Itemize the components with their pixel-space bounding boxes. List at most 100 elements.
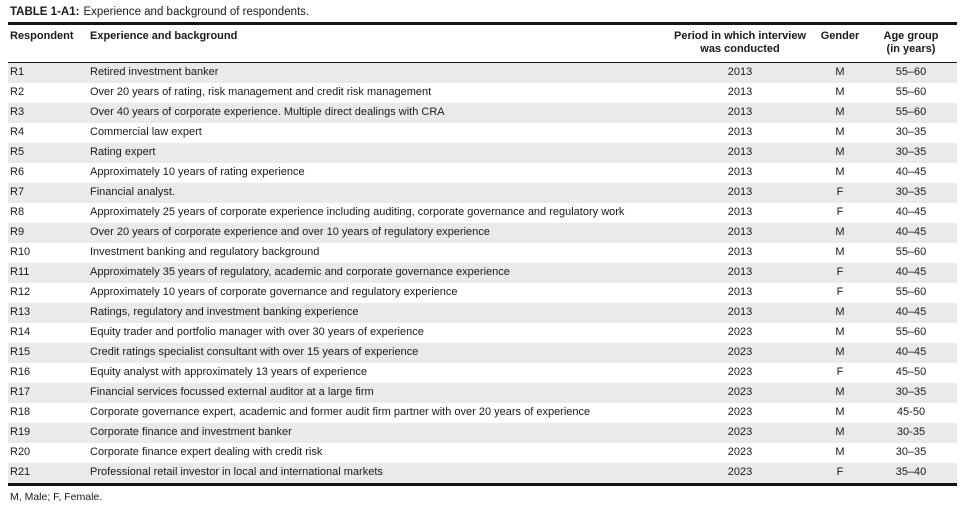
table-row: R10 Investment banking and regulatory bac… [8, 243, 957, 263]
table-row: R13 Ratings, regulatory and investment ba… [8, 303, 957, 323]
cell-age: 40–45 [895, 266, 927, 278]
table-row: R7 Financial analyst. 2013 F 30–35 [8, 183, 957, 203]
cell-experience: Financial services focussed external aud… [90, 386, 374, 398]
cell-experience: Over 40 years of corporate experience. M… [90, 106, 445, 118]
cell-gender: M [835, 306, 845, 318]
cell-respondent: R4 [10, 126, 25, 138]
cell-experience: Equity trader and portfolio manager with… [90, 326, 424, 338]
cell-experience: Corporate finance and investment banker [90, 426, 292, 438]
column-header-gender: Gender [815, 25, 865, 63]
cell-respondent: R15 [10, 346, 31, 358]
table-row: R3 Over 40 years of corporate experience.… [8, 103, 957, 123]
cell-age: 45–50 [895, 366, 927, 378]
table-row: R11 Approximately 35 years of regulatory,… [8, 263, 957, 283]
cell-gender: M [835, 126, 845, 138]
cell-period: 2013 [727, 206, 753, 218]
cell-period: 2013 [727, 286, 753, 298]
column-header-line: Age group [883, 30, 939, 42]
cell-period: 2013 [727, 306, 753, 318]
cell-respondent: R11 [10, 266, 30, 278]
cell-experience: Credit ratings specialist consultant wit… [90, 346, 419, 358]
cell-gender: M [835, 406, 845, 418]
cell-experience: Over 20 years of rating, risk management… [90, 86, 432, 98]
cell-age: 30–35 [895, 146, 927, 158]
cell-period: 2023 [727, 466, 753, 478]
column-header-line: Respondent [10, 30, 74, 42]
column-header-respondent: Respondent [8, 25, 88, 63]
cell-experience: Ratings, regulatory and investment banki… [90, 306, 359, 318]
cell-period: 2023 [727, 406, 753, 418]
cell-period: 2013 [727, 66, 753, 78]
cell-experience: Commercial law expert [90, 126, 202, 138]
cell-respondent: R20 [10, 446, 31, 458]
cell-gender: M [835, 66, 845, 78]
table-row: R14 Equity trader and portfolio manager w… [8, 323, 957, 343]
cell-gender: M [835, 166, 845, 178]
table-row: R2 Over 20 years of rating, risk manageme… [8, 83, 957, 103]
column-header-period: Period in which interview was conducted [665, 25, 815, 63]
table-row: R17 Financial services focussed external … [8, 383, 957, 403]
cell-respondent: R3 [10, 106, 25, 118]
cell-age: 45-50 [896, 406, 926, 418]
cell-respondent: R21 [10, 466, 31, 478]
table-row: R9 Over 20 years of corporate experience … [8, 223, 957, 243]
column-header-line: Period in which interview [673, 30, 807, 42]
cell-period: 2013 [727, 226, 753, 238]
cell-gender: M [835, 446, 845, 458]
cell-respondent: R12 [10, 286, 31, 298]
table-row: R19 Corporate finance and investment bank… [8, 423, 957, 443]
cell-respondent: R18 [10, 406, 31, 418]
cell-experience: Approximately 10 years of rating experie… [90, 166, 305, 178]
cell-period: 2023 [727, 426, 753, 438]
cell-experience: Financial analyst. [90, 186, 175, 198]
cell-age: 55–60 [895, 66, 927, 78]
cell-gender: F [836, 366, 844, 378]
cell-age: 40–45 [895, 206, 927, 218]
table-title-text: Experience and background of respondents… [83, 6, 310, 18]
cell-period: 2023 [727, 326, 753, 338]
table-row: R6 Approximately 10 years of rating exper… [8, 163, 957, 183]
cell-age: 40–45 [895, 166, 927, 178]
column-header-line: Gender [820, 30, 860, 42]
table-figure: TABLE 1-A1: Experience and background of … [8, 0, 957, 504]
cell-period: 2023 [727, 346, 753, 358]
cell-gender: M [835, 326, 845, 338]
cell-gender: F [836, 286, 844, 298]
cell-period: 2013 [727, 86, 753, 98]
cell-age: 55–60 [895, 86, 927, 98]
header-row: Respondent Experience and background Perio… [8, 25, 957, 63]
column-header-experience: Experience and background [88, 25, 665, 63]
cell-gender: M [835, 86, 845, 98]
table-footnote: M, Male; F, Female. [10, 491, 103, 503]
column-header-line: Experience and background [90, 30, 238, 42]
cell-respondent: R7 [10, 186, 25, 198]
cell-respondent: R9 [10, 226, 25, 238]
cell-period: 2023 [727, 386, 753, 398]
cell-experience: Retired investment banker [90, 66, 219, 78]
cell-age: 30–35 [895, 386, 927, 398]
cell-period: 2013 [727, 146, 753, 158]
cell-experience: Corporate finance expert dealing with cr… [90, 446, 323, 458]
cell-gender: M [835, 386, 845, 398]
cell-age: 55–60 [895, 326, 927, 338]
cell-gender: M [835, 146, 845, 158]
cell-respondent: R13 [10, 306, 31, 318]
cell-experience: Approximately 35 years of regulatory, ac… [90, 266, 510, 278]
table-body: R1 Retired investment banker 2013 M 55–60 R2 O… [8, 62, 957, 485]
table-row: R20 Corporate finance expert dealing with… [8, 443, 957, 463]
cell-experience: Investment banking and regulatory backgr… [90, 246, 320, 258]
cell-gender: M [835, 246, 845, 258]
table-row: R15 Credit ratings specialist consultant … [8, 343, 957, 363]
cell-period: 2013 [727, 166, 753, 178]
cell-age: 30–35 [895, 446, 927, 458]
cell-period: 2023 [727, 366, 753, 378]
cell-respondent: R16 [10, 366, 31, 378]
cell-period: 2013 [727, 246, 753, 258]
cell-age: 55–60 [895, 286, 927, 298]
cell-experience: Professional retail investor in local an… [90, 466, 383, 478]
cell-respondent: R10 [10, 246, 31, 258]
cell-gender: F [836, 186, 844, 198]
table-row: R4 Commercial law expert 2013 M 30–35 [8, 123, 957, 143]
table-row: R8 Approximately 25 years of corporate ex… [8, 203, 957, 223]
cell-age: 55–60 [895, 106, 927, 118]
